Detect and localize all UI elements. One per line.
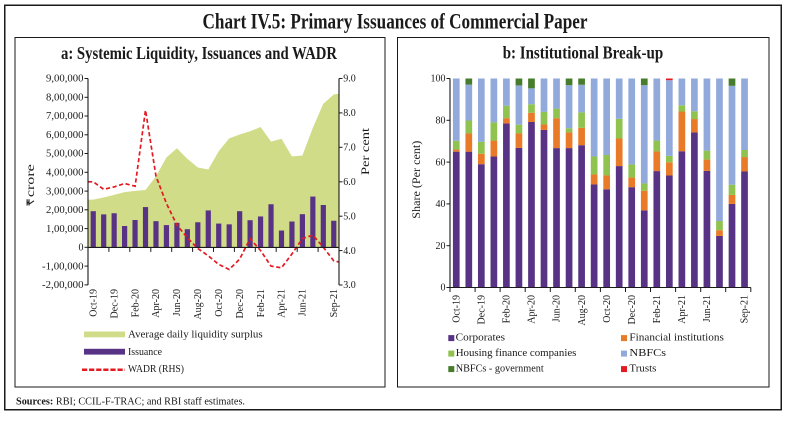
svg-text:6,00,000: 6,00,000 bbox=[46, 130, 84, 141]
svg-text:6.0: 6.0 bbox=[343, 177, 356, 188]
svg-text:crore: crore bbox=[23, 164, 37, 197]
svg-text:-2,00,000: -2,00,000 bbox=[42, 280, 84, 291]
svg-text:Corporates: Corporates bbox=[456, 331, 505, 343]
svg-text:Apr-20: Apr-20 bbox=[527, 295, 538, 324]
svg-text:Feb-21: Feb-21 bbox=[652, 295, 663, 323]
svg-text:7.0: 7.0 bbox=[343, 143, 356, 154]
svg-text:4,00,000: 4,00,000 bbox=[46, 168, 84, 179]
svg-text:Aug-20: Aug-20 bbox=[577, 295, 588, 326]
svg-text:Jun-20: Jun-20 bbox=[552, 295, 563, 322]
svg-text:1,00,000: 1,00,000 bbox=[46, 224, 84, 235]
svg-text:Oct-19: Oct-19 bbox=[451, 295, 462, 323]
svg-text:b: Institutional Break-up: b: Institutional Break-up bbox=[503, 43, 664, 63]
svg-text:Feb-20: Feb-20 bbox=[502, 295, 513, 323]
svg-text:Housing finance companies: Housing finance companies bbox=[456, 347, 577, 359]
svg-text:Jun-20: Jun-20 bbox=[172, 289, 183, 316]
svg-text:60: 60 bbox=[436, 157, 446, 168]
svg-text:0: 0 bbox=[441, 283, 446, 294]
svg-text:Oct-19: Oct-19 bbox=[88, 289, 99, 317]
svg-text:5,00,000: 5,00,000 bbox=[46, 149, 84, 160]
svg-text:80: 80 bbox=[436, 116, 446, 127]
svg-text:WADR (RHS): WADR (RHS) bbox=[128, 363, 184, 375]
svg-text:Feb-20: Feb-20 bbox=[130, 289, 141, 317]
svg-text:Financial institutions: Financial institutions bbox=[629, 331, 724, 343]
svg-text:NBFCs - government: NBFCs - government bbox=[456, 362, 544, 374]
svg-text:-1,00,000: -1,00,000 bbox=[42, 261, 84, 272]
svg-text:8,00,000: 8,00,000 bbox=[46, 92, 84, 103]
svg-text:Jun-21: Jun-21 bbox=[298, 289, 309, 316]
svg-text:Apr-21: Apr-21 bbox=[677, 295, 688, 324]
svg-text:4.0: 4.0 bbox=[343, 246, 356, 257]
svg-text:a: Systemic Liquidity, Issuanc: a: Systemic Liquidity, Issuances and WAD… bbox=[61, 43, 338, 63]
svg-text:Average daily liquidity surplu: Average daily liquidity surplus bbox=[128, 328, 263, 340]
svg-text:8.0: 8.0 bbox=[343, 108, 356, 119]
svg-text:Per cent: Per cent bbox=[358, 127, 372, 175]
svg-text:5.0: 5.0 bbox=[343, 211, 356, 222]
svg-text:Sources: RBI; CCIL-F-TRAC; and: Sources: RBI; CCIL-F-TRAC; and RBI staff… bbox=[16, 396, 245, 408]
svg-text:Issuance: Issuance bbox=[128, 346, 162, 358]
svg-text:Dec-19: Dec-19 bbox=[109, 289, 120, 318]
svg-text:Dec-20: Dec-20 bbox=[235, 289, 246, 318]
svg-text:Oct-20: Oct-20 bbox=[214, 289, 225, 317]
svg-text:2,00,000: 2,00,000 bbox=[46, 205, 84, 216]
svg-text:Apr-21: Apr-21 bbox=[277, 289, 288, 318]
svg-text:3.0: 3.0 bbox=[343, 280, 356, 291]
svg-text:100: 100 bbox=[431, 74, 446, 85]
svg-text:Dec-19: Dec-19 bbox=[477, 295, 488, 324]
svg-text:Share (Per cent): Share (Per cent) bbox=[411, 141, 423, 219]
svg-text:Trusts: Trusts bbox=[629, 362, 656, 374]
svg-text:Oct-20: Oct-20 bbox=[602, 295, 613, 323]
svg-text:Jun-21: Jun-21 bbox=[702, 295, 713, 322]
svg-text:20: 20 bbox=[436, 241, 446, 252]
svg-text:Apr-20: Apr-20 bbox=[151, 289, 162, 318]
svg-text:Aug-20: Aug-20 bbox=[193, 289, 204, 320]
svg-text:Sep-21: Sep-21 bbox=[329, 289, 340, 317]
svg-text:Feb-21: Feb-21 bbox=[256, 289, 267, 317]
svg-text:Chart IV.5: Primary Issuances: Chart IV.5: Primary Issuances of Commerc… bbox=[203, 8, 588, 33]
svg-text:3,00,000: 3,00,000 bbox=[46, 186, 84, 197]
svg-text:Sep-21: Sep-21 bbox=[740, 295, 751, 323]
svg-text:40: 40 bbox=[436, 199, 446, 210]
svg-text:7,00,000: 7,00,000 bbox=[46, 111, 84, 122]
svg-text:9,00,000: 9,00,000 bbox=[46, 74, 84, 85]
svg-text:0: 0 bbox=[79, 243, 84, 254]
svg-text:NBFCs: NBFCs bbox=[629, 347, 666, 359]
svg-text:9.0: 9.0 bbox=[343, 74, 356, 85]
svg-text:Dec-20: Dec-20 bbox=[627, 295, 638, 324]
